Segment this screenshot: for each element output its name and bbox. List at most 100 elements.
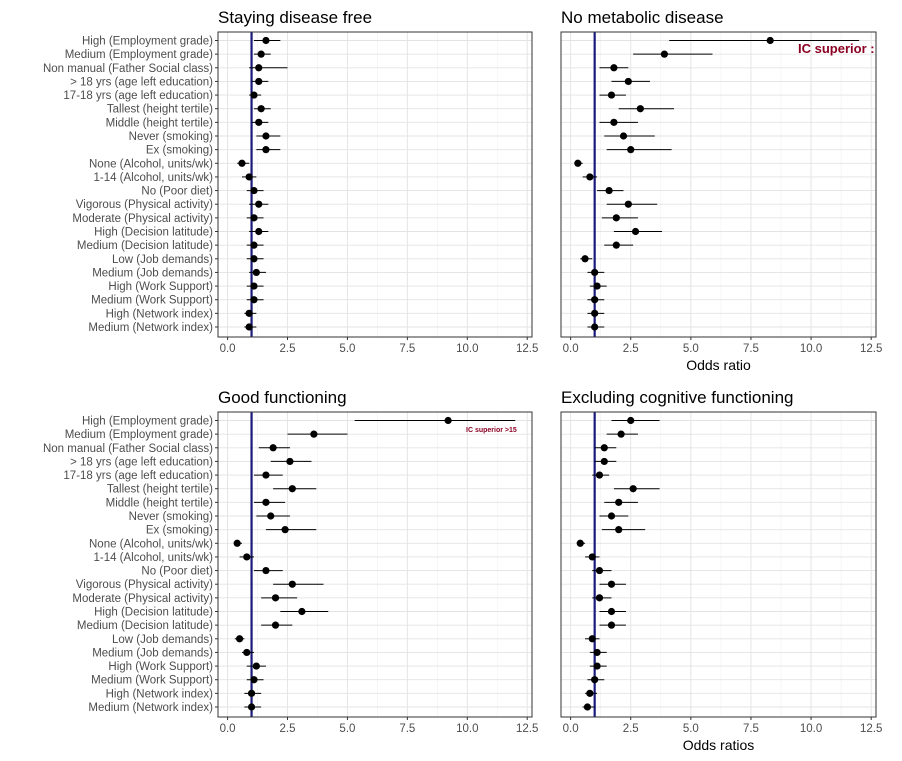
odds-ratio-point bbox=[627, 416, 635, 425]
panel-frame bbox=[560, 411, 877, 718]
odds-ratio-point bbox=[607, 621, 616, 629]
x-tick-label: 12.5 bbox=[516, 343, 538, 355]
y-tick-label: Middle (height tertile) bbox=[106, 117, 214, 129]
panel-frame bbox=[217, 31, 533, 338]
x-tick-label: 0.0 bbox=[220, 343, 236, 355]
y-tick-label: Never (smoking) bbox=[129, 131, 214, 143]
odds-ratio-point bbox=[600, 457, 608, 466]
odds-ratio-point bbox=[262, 132, 270, 140]
y-tick-label: Medium (Decision latitude) bbox=[77, 620, 213, 632]
odds-ratio-point bbox=[766, 36, 774, 45]
y-tick-label: No (Poor diet) bbox=[141, 186, 213, 198]
panel-frame bbox=[217, 411, 533, 718]
odds-ratio-point bbox=[591, 323, 599, 331]
odds-ratio-point bbox=[593, 282, 601, 290]
x-tick-label: 7.5 bbox=[743, 343, 759, 355]
panel-title: No metabolic disease bbox=[561, 8, 724, 27]
panel-title: Staying disease free bbox=[218, 8, 372, 27]
odds-ratio-point bbox=[281, 526, 289, 534]
odds-ratio-point bbox=[600, 444, 608, 452]
x-tick-label: 10.0 bbox=[800, 723, 822, 735]
y-tick-label: > 18 yrs (age left education) bbox=[70, 456, 213, 468]
y-tick-label: Never (smoking) bbox=[129, 511, 214, 523]
odds-ratio-point bbox=[588, 635, 596, 643]
x-axis-label: Odds ratio bbox=[686, 357, 751, 373]
x-axis-label: Odds ratios bbox=[683, 737, 755, 753]
odds-ratio-point bbox=[250, 296, 258, 304]
y-tick-label: No (Poor diet) bbox=[141, 566, 213, 578]
odds-ratio-point bbox=[250, 676, 258, 684]
odds-ratio-point bbox=[631, 227, 640, 236]
odds-ratio-point bbox=[610, 118, 618, 126]
odds-ratio-point bbox=[619, 132, 628, 140]
y-tick-label: Medium (Employment grade) bbox=[65, 429, 213, 441]
odds-ratio-point bbox=[627, 146, 635, 154]
y-tick-label: Medium (Job demands) bbox=[92, 647, 213, 659]
odds-ratio-point bbox=[591, 309, 599, 317]
odds-ratio-point bbox=[310, 430, 318, 438]
y-tick-label: High (Network index) bbox=[106, 688, 214, 700]
odds-ratio-point bbox=[262, 566, 270, 575]
odds-ratio-point bbox=[591, 676, 599, 684]
y-tick-label: Medium (Network index) bbox=[88, 322, 213, 334]
odds-ratio-point bbox=[298, 607, 306, 616]
y-tick-label: Tallest (height tertile) bbox=[107, 484, 213, 496]
odds-ratio-point bbox=[243, 553, 251, 561]
panel-frame bbox=[560, 31, 877, 338]
y-tick-label: Medium (Work Support) bbox=[91, 295, 213, 307]
y-tick-label: 17-18 yrs (age left education) bbox=[63, 470, 213, 482]
y-tick-label: Moderate (Physical activity) bbox=[72, 593, 213, 605]
odds-ratio-point bbox=[257, 105, 265, 113]
panel-title: Good functioning bbox=[218, 388, 347, 407]
x-tick-label: 12.5 bbox=[860, 723, 882, 735]
x-tick-label: 0.0 bbox=[220, 723, 236, 735]
odds-ratio-point bbox=[255, 200, 263, 208]
odds-ratio-point bbox=[288, 485, 296, 493]
odds-ratio-point bbox=[233, 539, 241, 547]
y-tick-label: Tallest (height tertile) bbox=[107, 104, 213, 116]
odds-ratio-point bbox=[605, 186, 613, 195]
odds-ratio-point bbox=[593, 662, 601, 670]
x-tick-label: 10.0 bbox=[800, 343, 822, 355]
x-tick-label: 12.5 bbox=[860, 343, 882, 355]
y-tick-label: None (Alcohol, units/wk) bbox=[89, 538, 213, 550]
odds-ratio-point bbox=[607, 607, 616, 616]
odds-ratio-point bbox=[257, 50, 265, 58]
odds-ratio-point bbox=[250, 282, 258, 290]
odds-ratio-point bbox=[245, 173, 253, 181]
odds-ratio-point bbox=[252, 662, 260, 670]
panel-2: No metabolic disease 0.0 2.5 5.0 7.5 10.0 12.5… bbox=[560, 8, 882, 373]
odds-ratio-point bbox=[591, 296, 599, 304]
odds-ratio-point bbox=[607, 580, 616, 588]
x-tick-label: 2.5 bbox=[280, 343, 296, 355]
odds-ratio-point bbox=[286, 457, 294, 466]
odds-ratio-point bbox=[250, 241, 258, 249]
panel-title: Excluding cognitive functioning bbox=[561, 388, 793, 407]
odds-ratio-point bbox=[250, 255, 258, 263]
annotation-label: IC superior : bbox=[798, 41, 875, 56]
y-tick-label: Low (Job demands) bbox=[112, 254, 213, 266]
x-tick-label: 5.0 bbox=[683, 343, 699, 355]
x-tick-label: 7.5 bbox=[743, 723, 759, 735]
odds-ratio-point bbox=[624, 77, 632, 86]
panel-4: Excluding cognitive functioning 0.0 2.5 5.0… bbox=[560, 388, 882, 753]
odds-ratio-point bbox=[595, 566, 604, 575]
x-tick-label: 10.0 bbox=[456, 343, 478, 355]
odds-ratio-point bbox=[267, 512, 275, 520]
odds-ratio-point bbox=[607, 91, 616, 99]
x-tick-label: 5.0 bbox=[339, 723, 355, 735]
odds-ratio-point bbox=[238, 159, 246, 167]
odds-ratio-point bbox=[607, 512, 616, 520]
y-tick-label: High (Network index) bbox=[106, 308, 214, 320]
x-tick-label: 10.0 bbox=[456, 723, 478, 735]
odds-ratio-point bbox=[615, 526, 623, 534]
y-tick-label: 17-18 yrs (age left education) bbox=[63, 90, 213, 102]
odds-ratio-point bbox=[612, 214, 620, 222]
odds-ratio-point bbox=[250, 91, 258, 99]
panel-1: Staying disease free High (Employment gra… bbox=[43, 8, 538, 355]
x-tick-label: 2.5 bbox=[623, 723, 639, 735]
y-tick-label: Middle (height tertile) bbox=[106, 497, 214, 509]
odds-ratio-point bbox=[269, 444, 277, 452]
